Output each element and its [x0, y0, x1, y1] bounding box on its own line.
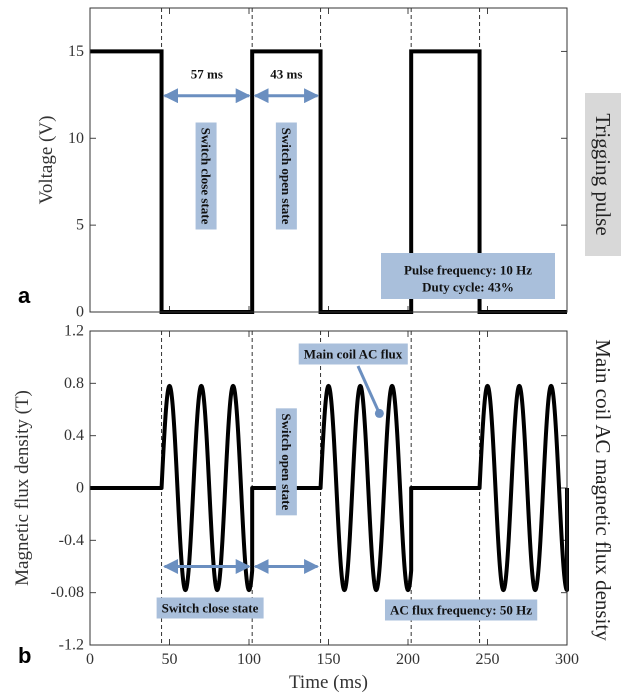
ytick-label-a-0: 0: [76, 304, 84, 321]
duty-cycle: Duty cycle: 43%: [422, 280, 514, 295]
main-coil-ac-flux-box: [298, 343, 408, 365]
switch-open-state-b-box: [275, 408, 297, 516]
panel-a: 0 5 10 15 57 ms 43 ms Switch close state Switch…: [18, 7, 621, 321]
switch-open-state-b: Switch open state: [279, 413, 294, 510]
switch-close-state-b: Switch close state: [162, 601, 259, 616]
xlabel-b: Time (ms): [289, 672, 368, 693]
switch-close-state-a-group: Switch close state: [195, 122, 217, 230]
side-label-a-bg: [585, 93, 621, 256]
ac-flux-frequency-box: [384, 599, 538, 621]
xtick-label-b-1: 50: [162, 651, 178, 668]
label-43ms: 43 ms: [270, 67, 302, 82]
ylabel-b: Magnetic flux density (T): [12, 390, 33, 586]
pulse-line: [90, 49, 567, 314]
switch-close-state-b-group: Switch close state: [156, 597, 264, 619]
info-box: Pulse frequency: 10 Hz Duty cycle: 43%: [381, 253, 555, 299]
ytick-label-b-5: 0.8: [64, 375, 84, 392]
ytick-label-a-3: 15: [68, 43, 84, 60]
ytick-label-b-2: -0.4: [59, 532, 84, 549]
ytick-label-a-2: 10: [68, 130, 84, 147]
ytick-label-a-1: 5: [76, 217, 84, 234]
ytick-label-b-3: 0: [76, 480, 84, 497]
main-coil-pointer-dot: [374, 408, 384, 418]
switch-close-state-a-box: [195, 122, 217, 230]
ytick-label-b-1: -0.08: [51, 584, 84, 601]
switch-close-state-b-box: [156, 597, 264, 619]
panel-label-b: b: [18, 643, 31, 668]
xtick-label-b-5: 250: [476, 651, 500, 668]
xtick-label-b-0: 0: [86, 651, 94, 668]
ytick-label-b-6: 1.2: [64, 323, 84, 340]
side-label-a-group: Trigging pulse: [585, 93, 621, 256]
switch-open-state-a: Switch open state: [279, 128, 294, 225]
side-label-a: Trigging pulse: [591, 113, 615, 235]
xtick-label-b-4: 200: [396, 651, 420, 668]
pulse-frequency: Pulse frequency: 10 Hz: [404, 263, 532, 278]
main-coil-pointer: [356, 365, 381, 415]
panel-label-a: a: [18, 283, 31, 308]
xtick-label-b-2: 100: [237, 651, 261, 668]
flux-line: [90, 383, 569, 593]
main-coil-ac-flux: Main coil AC flux: [304, 347, 403, 362]
xtick-label-b-3: 150: [317, 651, 341, 668]
side-label-b: Main coil AC magnetic flux density: [591, 339, 615, 641]
ylabel-a: Voltage (V): [36, 116, 57, 205]
switch-open-state-b-group: Switch open state: [275, 408, 297, 516]
main-coil-ac-flux-group: Main coil AC flux: [298, 343, 408, 365]
ytick-label-b-0: -1.2: [59, 637, 84, 654]
switch-open-state-a-box: [275, 122, 297, 230]
info-box-bg: [381, 253, 555, 299]
xtick-label-b-6: 300: [555, 651, 579, 668]
ac-flux-frequency-group: AC flux frequency: 50 Hz: [384, 599, 538, 621]
plot-frame-b: [89, 330, 568, 646]
panel-b: -1.2 -0.08 -0.4 0 0.4 0.8 1.2 0 50 100 150 200 250 30…: [12, 323, 615, 694]
plot-frame-a: [89, 7, 568, 313]
switch-close-state-a: Switch close state: [199, 128, 214, 225]
label-57ms: 57 ms: [191, 67, 223, 82]
ac-flux-frequency: AC flux frequency: 50 Hz: [390, 603, 532, 618]
switch-open-state-a-group: Switch open state: [275, 122, 297, 230]
ytick-label-b-4: 0.4: [64, 427, 84, 444]
